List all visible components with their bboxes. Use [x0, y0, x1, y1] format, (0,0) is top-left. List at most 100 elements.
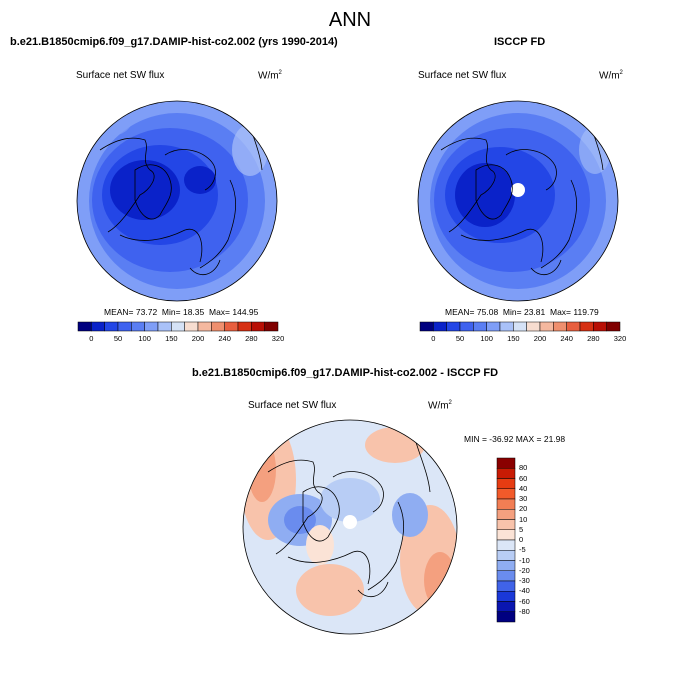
- panel-title-diff: b.e21.B1850cmip6.f09_g17.DAMIP-hist-co2.…: [192, 367, 499, 379]
- units-label-obs: W/m2: [599, 70, 623, 82]
- colorbar-test-tick-label: 320: [271, 334, 285, 343]
- colorbar-test-swatch: [251, 321, 265, 332]
- colorbar-test-swatch: [237, 321, 252, 332]
- colorbar-diff-swatch: [496, 580, 516, 592]
- colorbar-test-swatch: [104, 321, 119, 332]
- colorbar-test-tick-label: 280: [245, 334, 258, 343]
- colorbar-diff-tick-label: -80: [519, 606, 530, 616]
- colorbar-diff-swatch: [496, 519, 516, 530]
- colorbar-obs-tick-label: 240: [560, 334, 573, 343]
- colorbar-diff-swatch: [496, 509, 516, 520]
- colorbar-diff-swatch: [496, 570, 516, 582]
- colorbar-test-swatch: [184, 321, 199, 332]
- colorbar-obs-swatch: [526, 321, 541, 332]
- colorbar-obs-swatch: [513, 321, 527, 332]
- colorbar-obs-tick-label: 320: [613, 334, 627, 343]
- colorbar-diff-swatch: [496, 591, 516, 602]
- colorbar-obs-tick-label: 150: [507, 334, 520, 343]
- colorbar-diff-tick-label: -20: [519, 565, 530, 575]
- colorbar-diff-swatch: [496, 539, 516, 551]
- polar-map-diff: [242, 419, 458, 635]
- colorbar-obs-tick-label: 0: [431, 334, 436, 343]
- colorbar-test-tick-label: 240: [218, 334, 231, 343]
- colorbar-diff-tick-label: 80: [519, 463, 528, 473]
- colorbar-obs-swatch: [566, 321, 581, 332]
- min-label: Min=: [161, 307, 181, 317]
- colorbar-diff-swatch: [496, 498, 516, 510]
- colorbar-diff-tick-label: -10: [519, 555, 530, 565]
- colorbar-obs-tick-label: 200: [533, 334, 547, 343]
- colorbar-diff-tick-label: 60: [519, 473, 528, 483]
- mean-value: 75.08: [476, 307, 499, 317]
- colorbar-diff-swatch: [496, 611, 516, 623]
- max-label: Max=: [549, 307, 572, 317]
- colorbar-obs-swatch: [459, 321, 474, 332]
- colorbar-obs-swatch: [486, 321, 501, 332]
- colorbar-diff: [496, 457, 516, 623]
- min-value: 23.81: [523, 307, 546, 317]
- colorbar-obs-swatch: [539, 321, 554, 332]
- colorbar-diff-tick-label: 10: [519, 514, 528, 524]
- colorbar-test-swatch: [91, 321, 105, 332]
- colorbar-obs-tick-label: 280: [587, 334, 600, 343]
- colorbar-diff-swatch: [496, 601, 516, 612]
- colorbar-diff-swatch: [496, 529, 516, 541]
- colorbar-test-tick-label: 50: [113, 334, 123, 343]
- colorbar-obs-tick-label: 50: [455, 334, 465, 343]
- colorbar-obs-swatch: [499, 321, 514, 332]
- colorbar-test-swatch: [77, 321, 92, 332]
- colorbar-diff-tick-label: 5: [519, 524, 524, 534]
- colorbar-obs-swatch: [433, 321, 447, 332]
- colorbar-diff-tick-label: -5: [519, 545, 526, 555]
- panel-title-obs: ISCCP FD: [494, 36, 546, 48]
- colorbar-test-tick-label: 200: [191, 334, 205, 343]
- variable-label-diff: Surface net SW flux: [248, 400, 337, 411]
- colorbar-test-swatch: [131, 321, 145, 332]
- mean-label: MEAN=: [104, 307, 134, 317]
- colorbar-obs-swatch: [579, 321, 594, 332]
- colorbar-test-tick-label: 0: [89, 334, 94, 343]
- colorbar-obs-swatch: [606, 321, 621, 332]
- colorbar-obs-swatch: [593, 321, 607, 332]
- max-label: Max=: [208, 307, 231, 317]
- colorbar-diff-swatch: [496, 488, 516, 500]
- colorbar-diff-tick-label: -60: [519, 596, 530, 606]
- colorbar-diff-tick-label: 20: [519, 504, 528, 514]
- panel-title-test: b.e21.B1850cmip6.f09_g17.DAMIP-hist-co2.…: [10, 36, 338, 48]
- colorbar-obs-swatch: [446, 321, 461, 332]
- mean-label: MEAN=: [445, 307, 475, 317]
- max-value: 144.95: [232, 307, 259, 317]
- colorbar-test-tick-label: 150: [165, 334, 178, 343]
- min-label: Min=: [502, 307, 522, 317]
- stats-test: MEAN= 73.72 Min= 18.35 Max= 144.95: [104, 307, 258, 317]
- colorbar-diff-swatch: [496, 550, 516, 561]
- colorbar-test-tick-label: 100: [138, 334, 151, 343]
- colorbar-diff-swatch: [496, 560, 516, 571]
- polar-map-test: [76, 100, 278, 302]
- colorbar-diff-swatch: [496, 478, 516, 489]
- colorbar-test-swatch: [144, 321, 159, 332]
- colorbar-test-swatch: [264, 321, 279, 332]
- colorbar-diff-swatch: [496, 457, 516, 469]
- colorbar-obs-tick-label: 100: [480, 334, 493, 343]
- colorbar-obs: [419, 321, 621, 332]
- colorbar-test-swatch: [224, 321, 239, 332]
- min-value: 18.35: [182, 307, 205, 317]
- colorbar-diff-tick-label: 30: [519, 494, 528, 503]
- mean-value: 73.72: [135, 307, 158, 317]
- units-label-diff: W/m2: [428, 400, 452, 412]
- max-value: 119.79: [573, 307, 599, 317]
- colorbar-test: [77, 321, 279, 332]
- stats-obs: MEAN= 75.08 Min= 23.81 Max= 119.79: [445, 307, 599, 317]
- colorbar-test-swatch: [197, 321, 212, 332]
- colorbar-diff-tick-label: -40: [519, 586, 530, 596]
- colorbar-diff-tick-label: -30: [519, 576, 530, 585]
- colorbar-diff-tick-label: 0: [519, 535, 524, 544]
- figure-title: ANN: [328, 9, 372, 31]
- colorbar-test-swatch: [211, 321, 225, 332]
- colorbar-test-swatch: [157, 321, 172, 332]
- colorbar-obs-swatch: [473, 321, 487, 332]
- colorbar-obs-swatch: [553, 321, 567, 332]
- colorbar-diff-swatch: [496, 468, 516, 479]
